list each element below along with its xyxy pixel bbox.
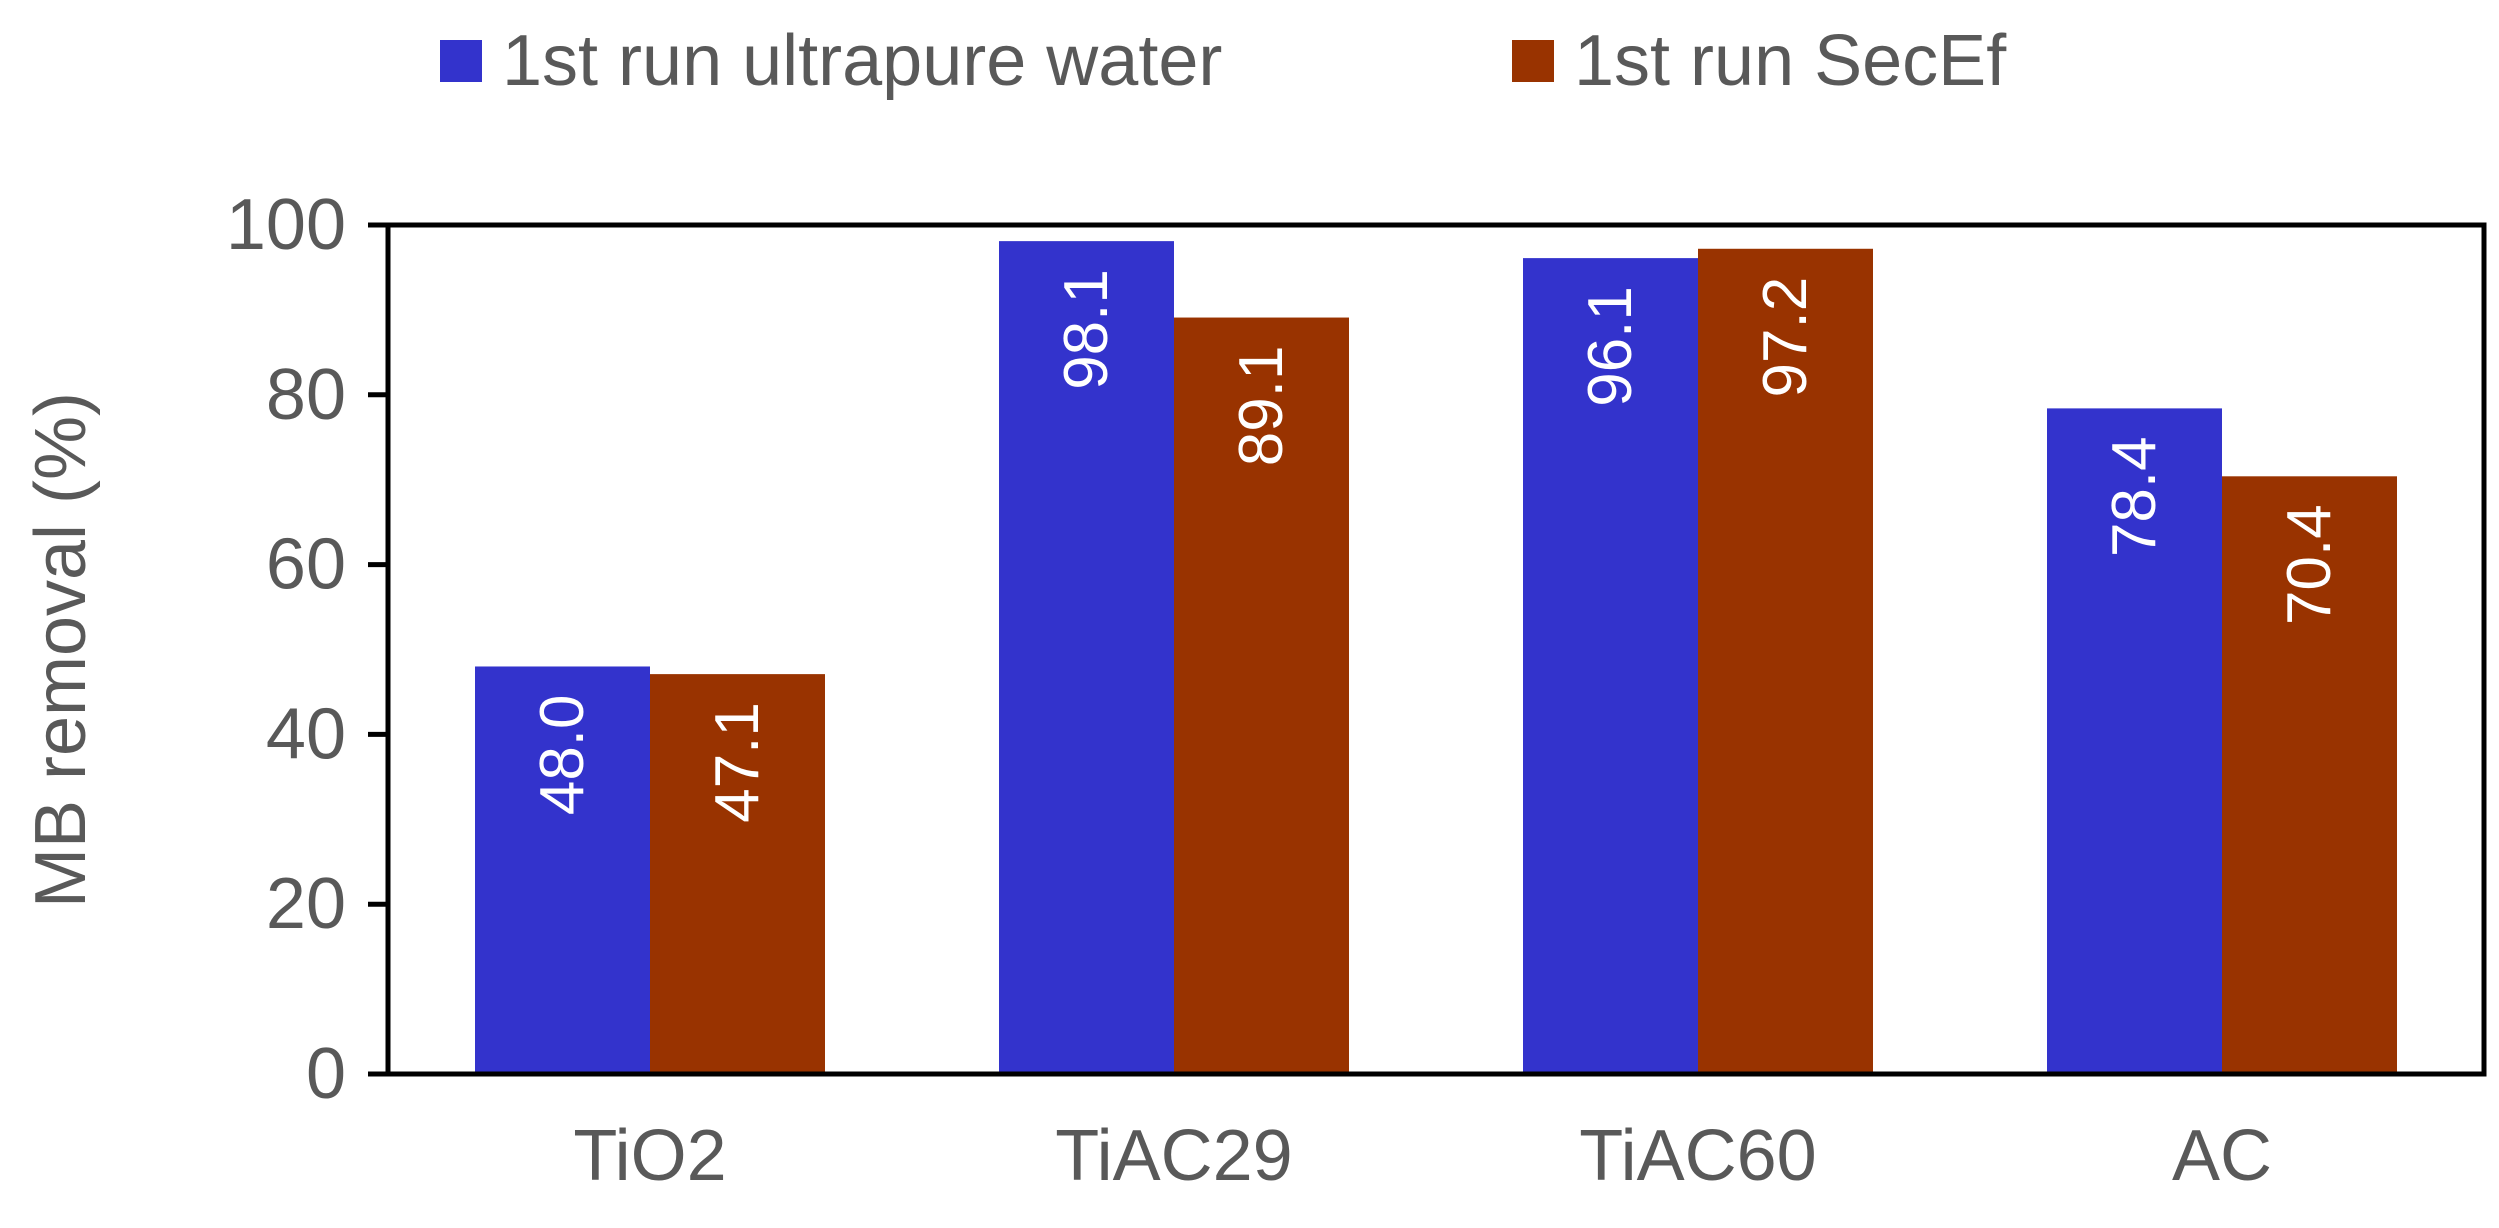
legend-label-series-2: 1st run SecEf [1574, 21, 2007, 101]
y-axis: 0 20 40 60 80 100 [226, 185, 388, 1114]
x-tick-label-tio2: TiO2 [573, 1116, 726, 1196]
data-label-tiac29-series-1: 98.1 [1052, 269, 1121, 390]
bar-tiac60-series-2 [1698, 248, 1873, 1075]
y-tick-label: 0 [306, 1034, 346, 1114]
legend-swatch-series-2 [1512, 40, 1554, 82]
y-tick-label: 20 [266, 864, 346, 944]
bar-tiac29-series-1 [999, 241, 1174, 1075]
data-label-tiac29-series-2: 89.1 [1227, 346, 1296, 467]
data-label-ac-series-2: 70.4 [2275, 504, 2344, 625]
bar-tio2-series-1 [475, 666, 650, 1074]
data-label-ac-series-1: 78.4 [2100, 436, 2169, 557]
y-tick-label: 40 [266, 694, 346, 774]
x-tick-label-tiac29: TiAC29 [1055, 1116, 1292, 1196]
x-tick-label-tiac60: TiAC60 [1579, 1116, 1816, 1196]
plot-frame [385, 222, 2487, 1077]
data-label-tiac60-series-2: 97.2 [1751, 277, 1820, 398]
y-axis-label: MB removal (%) [21, 392, 101, 908]
data-label-tiac60-series-1: 96.1 [1576, 286, 1645, 407]
x-axis: TiO2 TiAC29 TiAC60 AC [573, 1116, 2272, 1196]
data-labels-group: 48.0 47.1 98.1 89.1 96.1 97.2 78.4 70.4 [528, 269, 2344, 823]
y-tick-label: 100 [226, 185, 346, 265]
bars-group [475, 241, 2397, 1075]
bar-tiac60-series-1 [1523, 258, 1698, 1075]
legend-label-series-1: 1st run ultrapure water [502, 21, 1222, 101]
bar-tiac29-series-2 [1174, 317, 1349, 1074]
legend: 1st run ultrapure water 1st run SecEf [440, 21, 2007, 101]
bar-ac-series-1 [2047, 408, 2222, 1074]
bar-tio2-series-2 [650, 674, 825, 1074]
y-tick-label: 60 [266, 525, 346, 605]
x-tick-label-ac: AC [2172, 1116, 2272, 1196]
data-label-tio2-series-2: 47.1 [703, 702, 772, 823]
bar-ac-series-2 [2222, 476, 2397, 1075]
data-label-tio2-series-1: 48.0 [528, 694, 597, 815]
legend-swatch-series-1 [440, 40, 482, 82]
y-tick-label: 80 [266, 355, 346, 435]
